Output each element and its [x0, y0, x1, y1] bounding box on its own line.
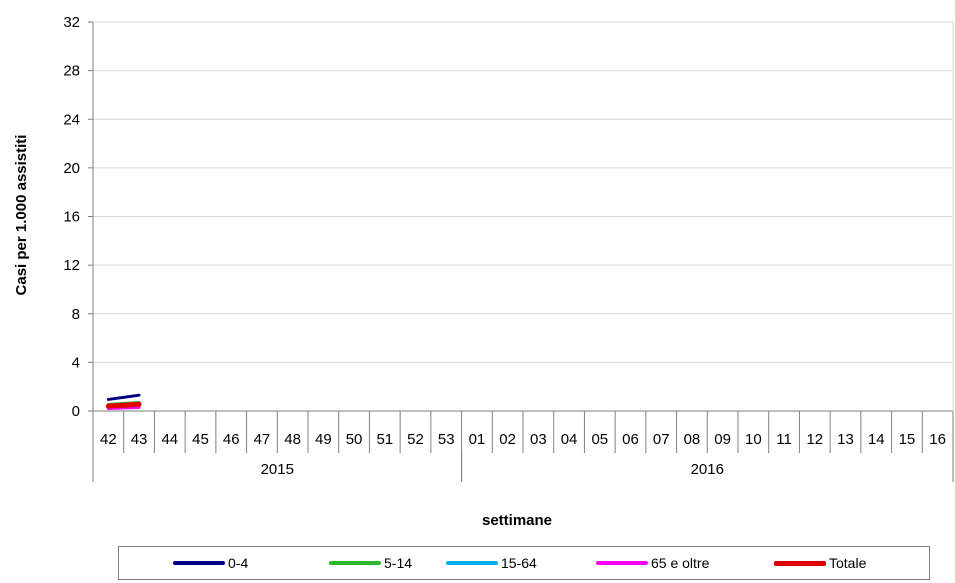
series-lines [105, 393, 142, 411]
legend-swatch [173, 561, 225, 565]
year-label: 2016 [691, 461, 724, 478]
y-tick-label: 32 [63, 14, 80, 31]
x-tick-label: 42 [100, 431, 117, 448]
y-tick-label: 12 [63, 257, 80, 274]
y-tick-label: 0 [72, 403, 80, 420]
x-tick-label: 52 [407, 431, 424, 448]
x-tick-label: 53 [438, 431, 455, 448]
x-tick-label: 47 [254, 431, 271, 448]
x-tick-label: 06 [622, 431, 639, 448]
y-tick-label: 20 [63, 160, 80, 177]
x-tick-label: 08 [684, 431, 701, 448]
legend-label: 65 e oltre [651, 555, 710, 571]
y-tick-label: 16 [63, 209, 80, 226]
x-tick-label: 09 [714, 431, 731, 448]
x-tick-label: 50 [346, 431, 363, 448]
y-tick-label: 8 [72, 306, 80, 323]
legend-label: 5-14 [384, 555, 413, 571]
series-line-totale [105, 401, 142, 409]
x-tick-label: 03 [530, 431, 547, 448]
x-tick-label: 11 [776, 431, 792, 448]
year-label: 2015 [261, 461, 294, 478]
legend-label: 15-64 [501, 555, 537, 571]
x-tick-label: 01 [469, 431, 486, 448]
x-tick-label: 48 [284, 431, 301, 448]
x-tick-label: 13 [837, 431, 854, 448]
legend-item: 0-4 [173, 547, 248, 579]
legend-label: Totale [829, 555, 867, 571]
x-tick-label: 15 [899, 431, 916, 448]
y-tick-label: 4 [72, 354, 80, 371]
x-tick-label: 43 [131, 431, 148, 448]
x-tick-label: 14 [868, 431, 885, 448]
x-tick-label: 49 [315, 431, 332, 448]
y-axis-ticks: 0 4 8 12 16 20 24 28 32 [63, 14, 93, 420]
series-line-65-e-oltre [106, 405, 141, 411]
series-line-0-4 [106, 393, 141, 401]
x-axis-title: settimane [482, 512, 552, 529]
legend-item: 65 e oltre [596, 547, 709, 579]
gridlines [93, 21, 953, 363]
x-tick-label: 07 [653, 431, 670, 448]
x-axis-year-groups: 2015 2016 [92, 453, 954, 482]
legend-item: 15-64 [446, 547, 537, 579]
y-tick-label: 24 [63, 111, 80, 128]
x-tick-label: 44 [161, 431, 178, 448]
legend-label: 0-4 [228, 555, 249, 571]
x-tick-label: 46 [223, 431, 240, 448]
legend-item: Totale [774, 547, 866, 579]
x-tick-label: 16 [929, 431, 946, 448]
legend-swatch [596, 561, 648, 565]
legend-item: 5-14 [329, 547, 412, 579]
x-tick-label: 12 [806, 431, 823, 448]
y-tick-label: 28 [63, 63, 80, 80]
legend-swatch [329, 561, 381, 565]
x-tick-label: 51 [376, 431, 393, 448]
x-tick-label: 45 [192, 431, 209, 448]
y-axis-title: Casi per 1.000 assistiti [13, 135, 30, 296]
x-tick-label: 05 [591, 431, 608, 448]
x-axis-categories: 42 43 44 45 46 47 48 49 50 51 52 53 01 02 03 04 05 06 07 08… [92, 411, 954, 453]
legend: 0-4 5-14 15-64 65 e oltre Totale [118, 546, 930, 580]
legend-swatch [774, 560, 826, 566]
x-tick-label: 02 [499, 431, 516, 448]
x-tick-label: 04 [561, 431, 578, 448]
legend-swatch [446, 561, 498, 565]
x-tick-label: 10 [745, 431, 762, 448]
